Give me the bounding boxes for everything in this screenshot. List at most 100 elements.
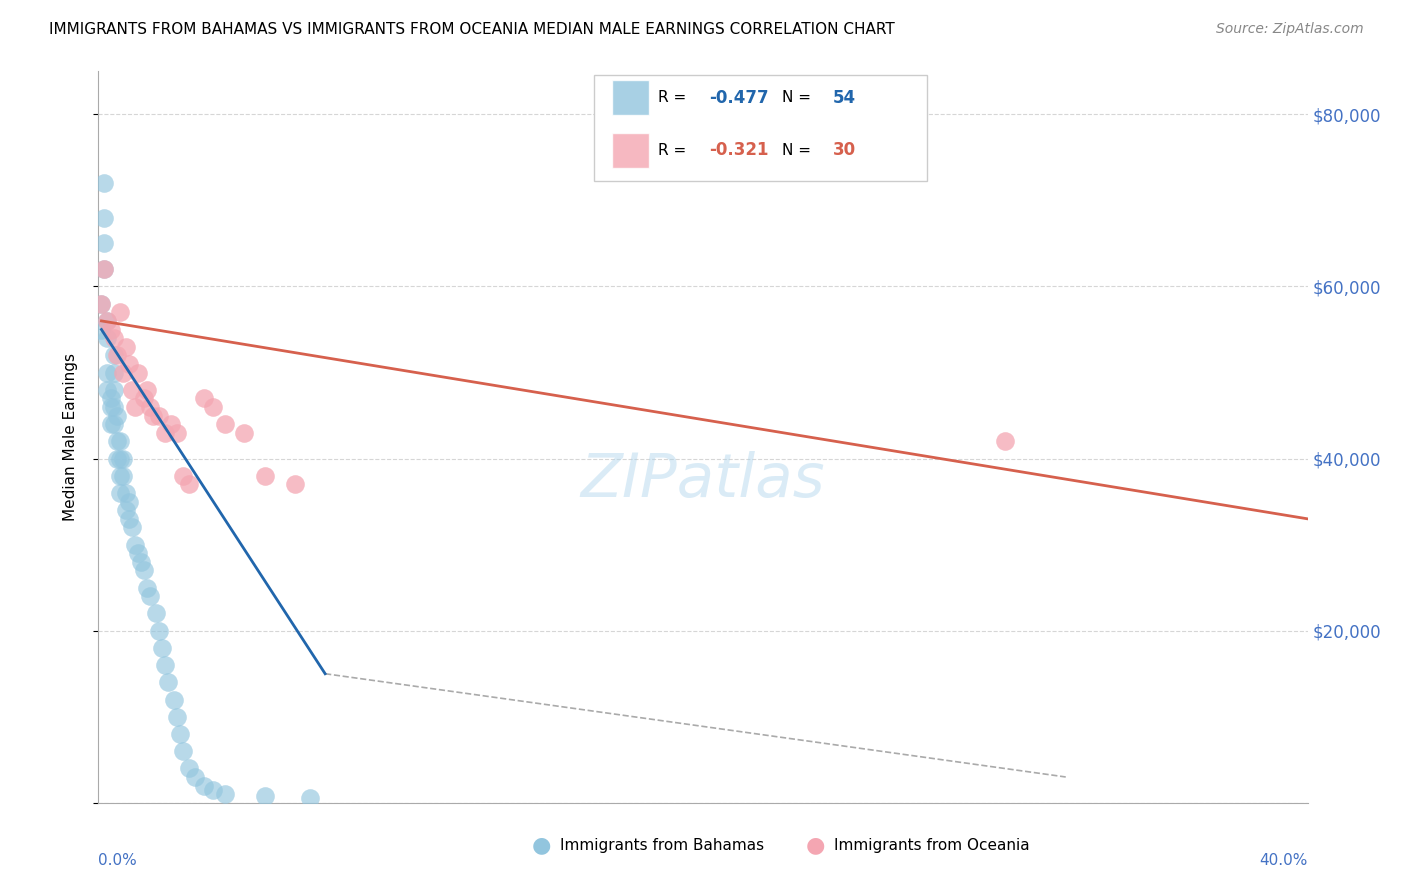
Point [118, 357, 141, 371]
Text: ●: ● [531, 836, 551, 855]
Text: Immigrants from Bahamas: Immigrants from Bahamas [560, 838, 763, 853]
Point [103, 348, 125, 362]
Point [145, 607, 167, 621]
Point [253, 789, 276, 803]
Point [299, 791, 322, 805]
Point [142, 409, 165, 423]
Point [100, 322, 122, 336]
Point [103, 366, 125, 380]
Point [129, 555, 152, 569]
Point [108, 434, 131, 449]
Point [214, 417, 236, 432]
Point [139, 589, 162, 603]
Text: -0.477: -0.477 [709, 88, 769, 107]
Point [202, 783, 225, 797]
Point [172, 468, 194, 483]
Point [108, 468, 131, 483]
Text: 40.0%: 40.0% [1260, 853, 1308, 868]
Point [105, 348, 128, 362]
Point [93, 236, 115, 251]
Point [121, 520, 143, 534]
Text: Source: ZipAtlas.com: Source: ZipAtlas.com [1216, 22, 1364, 37]
Point [103, 383, 125, 397]
Point [160, 417, 183, 432]
Point [124, 400, 146, 414]
Point [135, 581, 157, 595]
Text: -0.321: -0.321 [709, 141, 769, 160]
Point [169, 727, 191, 741]
Point [139, 400, 162, 414]
Text: ZIPatlas: ZIPatlas [581, 451, 825, 510]
Point [93, 262, 115, 277]
Point [105, 451, 128, 466]
Point [100, 417, 122, 432]
Point [253, 468, 276, 483]
Point [90, 296, 112, 310]
Point [93, 262, 115, 277]
Text: 0.0%: 0.0% [98, 853, 138, 868]
Point [193, 392, 215, 406]
Text: 54: 54 [832, 88, 855, 107]
Point [148, 624, 170, 638]
Point [108, 486, 131, 500]
Point [994, 434, 1017, 449]
Text: 30: 30 [832, 141, 855, 160]
Point [153, 425, 176, 440]
Point [114, 503, 136, 517]
Point [111, 468, 134, 483]
Point [100, 400, 122, 414]
Point [103, 417, 125, 432]
Point [284, 477, 307, 491]
Point [166, 425, 188, 440]
Point [135, 383, 157, 397]
Point [105, 434, 128, 449]
Text: IMMIGRANTS FROM BAHAMAS VS IMMIGRANTS FROM OCEANIA MEDIAN MALE EARNINGS CORRELAT: IMMIGRANTS FROM BAHAMAS VS IMMIGRANTS FR… [49, 22, 896, 37]
Point [150, 640, 173, 655]
Point [96, 331, 118, 345]
Point [127, 546, 149, 560]
Point [124, 538, 146, 552]
Point [118, 512, 141, 526]
Point [96, 383, 118, 397]
Point [127, 366, 149, 380]
Point [103, 400, 125, 414]
Text: ●: ● [806, 836, 825, 855]
Point [172, 744, 194, 758]
Point [118, 494, 141, 508]
Point [148, 409, 170, 423]
Point [90, 322, 112, 336]
Point [114, 486, 136, 500]
Point [232, 425, 254, 440]
Point [166, 710, 188, 724]
Point [103, 331, 125, 345]
FancyBboxPatch shape [595, 75, 927, 181]
Point [96, 314, 118, 328]
Point [202, 400, 225, 414]
Point [156, 675, 179, 690]
Point [100, 392, 122, 406]
Point [108, 451, 131, 466]
Point [179, 477, 201, 491]
Point [90, 296, 112, 310]
Text: Immigrants from Oceania: Immigrants from Oceania [834, 838, 1029, 853]
Y-axis label: Median Male Earnings: Median Male Earnings [63, 353, 77, 521]
Point [108, 305, 131, 319]
Point [193, 779, 215, 793]
FancyBboxPatch shape [613, 133, 648, 168]
Point [93, 176, 115, 190]
FancyBboxPatch shape [613, 80, 648, 115]
Point [96, 366, 118, 380]
Point [184, 770, 207, 784]
Point [93, 211, 115, 225]
Point [179, 761, 201, 775]
Point [111, 451, 134, 466]
Point [121, 383, 143, 397]
Text: N =: N = [782, 143, 815, 158]
Point [114, 340, 136, 354]
Point [153, 658, 176, 673]
Point [214, 787, 236, 801]
Text: R =: R = [658, 143, 692, 158]
Point [132, 564, 155, 578]
Point [132, 392, 155, 406]
Text: R =: R = [658, 90, 692, 105]
